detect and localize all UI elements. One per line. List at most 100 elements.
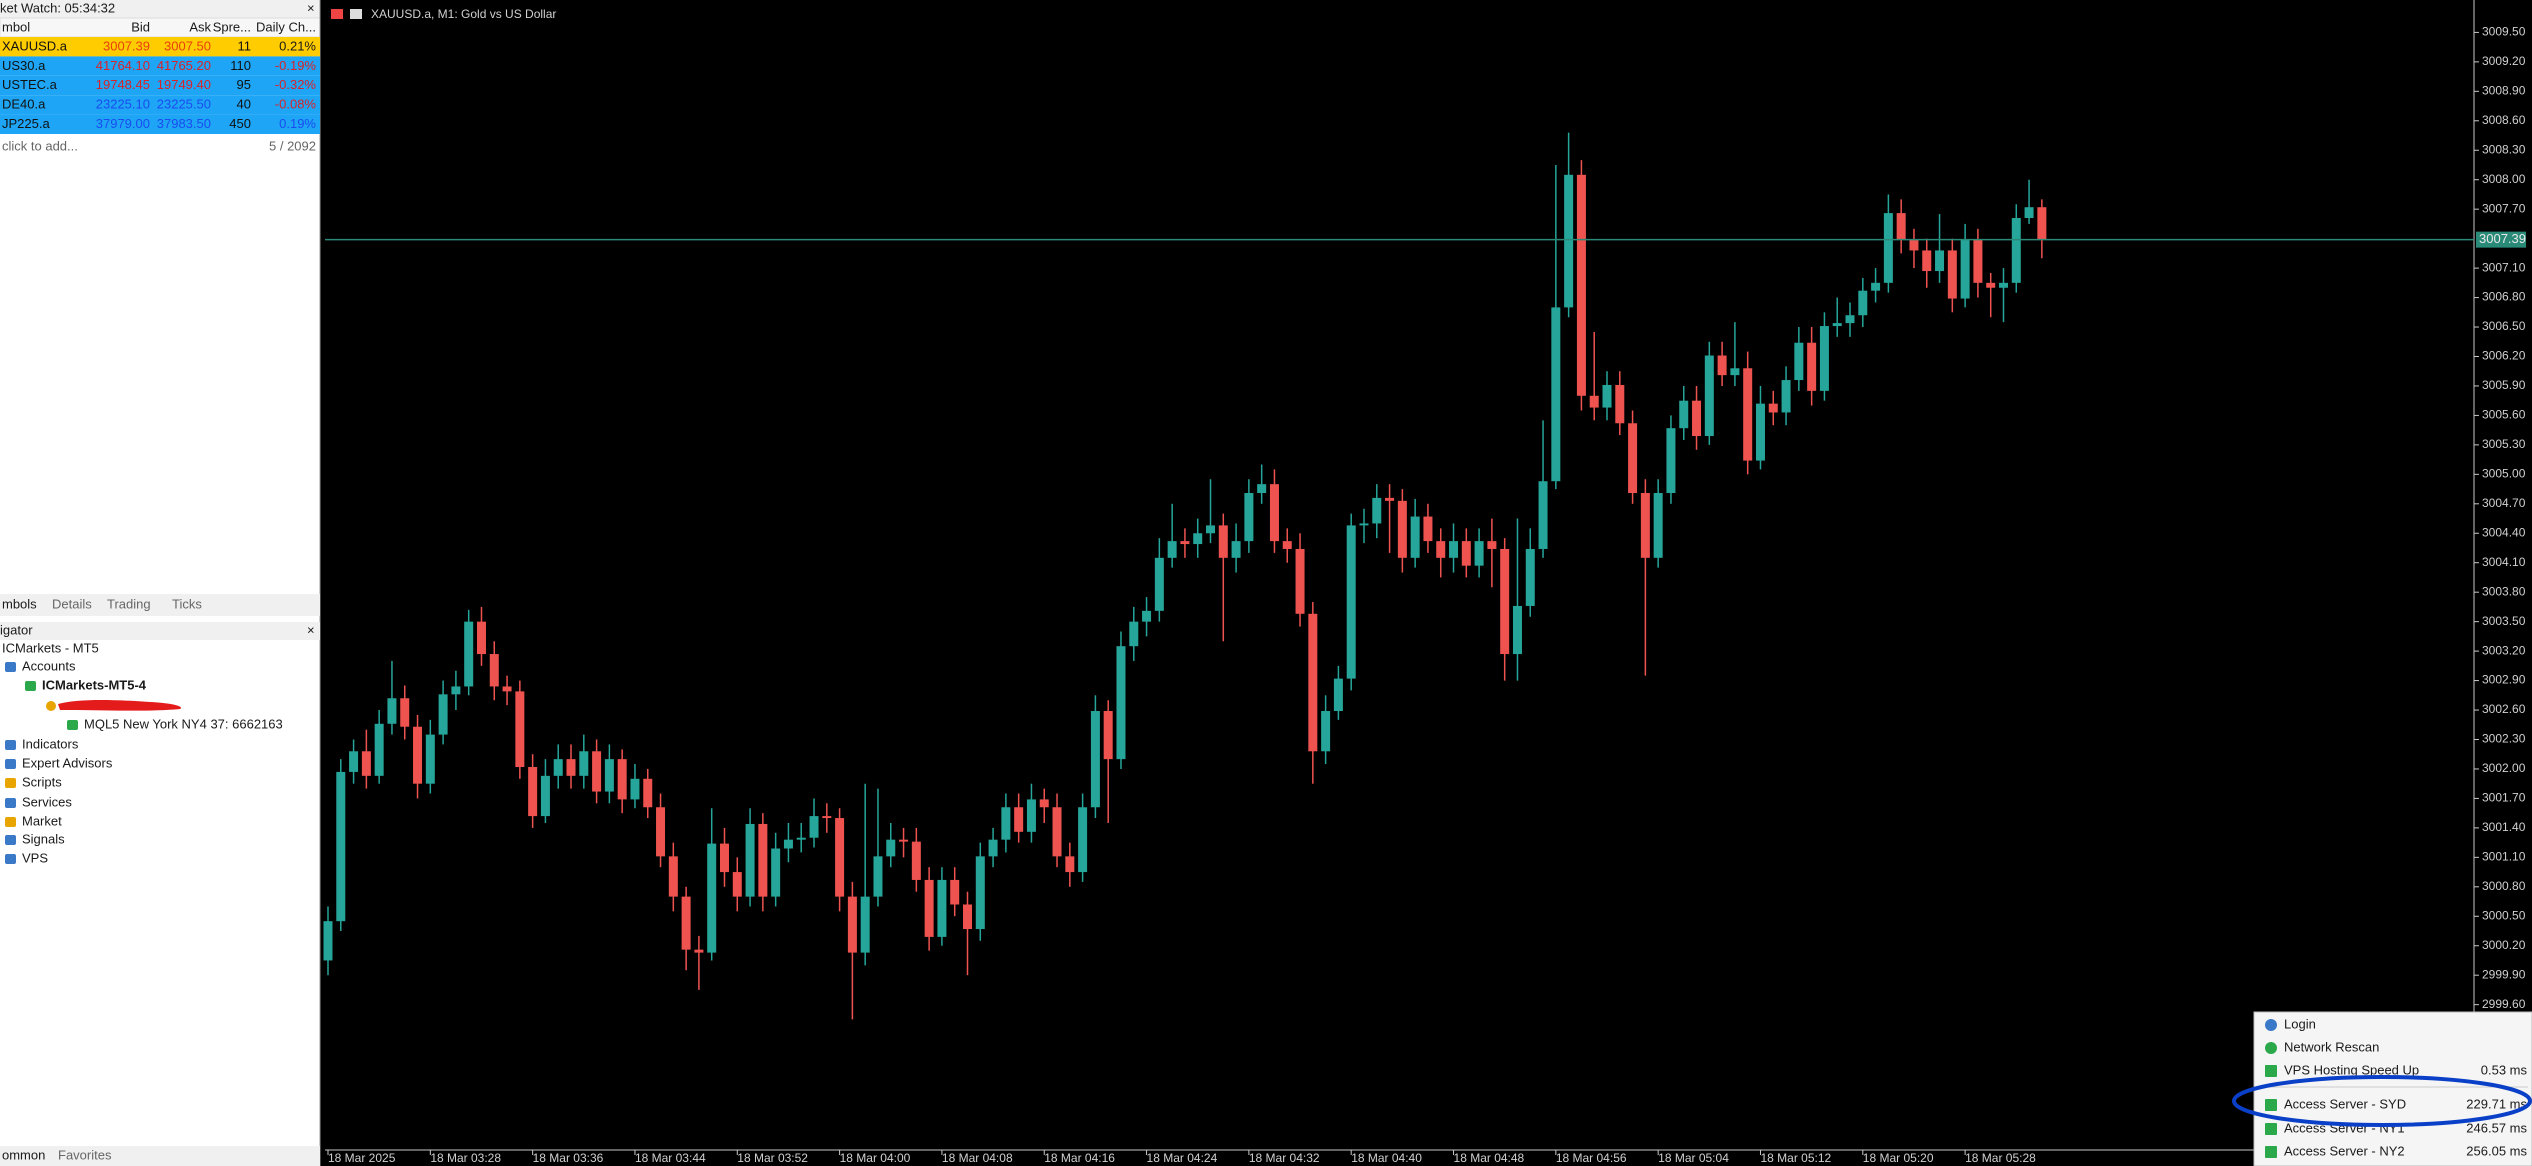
y-tick-label: 3009.20 (2482, 54, 2526, 68)
candle-body (1154, 557, 1164, 611)
candle-body (1807, 342, 1817, 391)
candle-body (860, 896, 870, 953)
nav-item[interactable]: Market (22, 813, 62, 828)
bid-label-bg (2476, 231, 2526, 248)
candle-body (771, 848, 781, 897)
candle-body (1871, 282, 1881, 291)
candle-body (1090, 711, 1100, 808)
menu-item[interactable]: Access Server - NY2 (2284, 1143, 2405, 1158)
candle-body (796, 837, 806, 840)
candle-body (515, 691, 525, 767)
candle-body (1333, 678, 1343, 712)
chart-icon (350, 9, 362, 19)
cell: 40 (237, 97, 251, 112)
candle-body (873, 856, 883, 897)
candle-body (1039, 799, 1049, 808)
nav-item[interactable]: Accounts (22, 658, 76, 673)
candle-body (566, 759, 576, 776)
candle-body (1973, 239, 1983, 283)
nav-icon (5, 854, 16, 864)
candle-body (1538, 481, 1548, 549)
x-tick-label: 18 Mar 04:48 (1454, 1151, 1525, 1165)
menu-icon (2265, 1019, 2277, 1031)
symbol[interactable]: USTEC.a (2, 77, 58, 92)
candle-body (1883, 213, 1893, 283)
candle-body (476, 621, 486, 655)
candle-body (630, 778, 640, 800)
candle-body (1500, 548, 1510, 655)
candle-body (1551, 307, 1561, 482)
y-tick-label: 3008.30 (2482, 142, 2526, 156)
tab[interactable]: Favorites (58, 1147, 112, 1162)
nav-item[interactable]: Indicators (22, 736, 79, 751)
menu-ping: 0.53 ms (2481, 1062, 2528, 1077)
menu-item[interactable]: Login (2284, 1016, 2316, 1031)
nav-item[interactable]: VPS (22, 850, 48, 865)
candle-body (835, 818, 845, 897)
cell: -0.08% (275, 97, 317, 112)
candle-body (668, 856, 678, 897)
candle-body (361, 751, 371, 776)
symbol[interactable]: XAUUSD.a (2, 38, 68, 53)
candle-body (1014, 807, 1024, 832)
close-icon[interactable]: × (307, 0, 315, 15)
tab[interactable]: Details (52, 596, 92, 611)
candle-body (822, 816, 832, 819)
symbol[interactable]: US30.a (2, 58, 46, 73)
nav-icon (5, 778, 16, 788)
candle-body (1755, 403, 1765, 461)
candle-body (911, 841, 921, 880)
nav-icon (5, 835, 16, 845)
y-tick-label: 3002.00 (2482, 761, 2526, 775)
candle-body (1436, 541, 1446, 558)
symbol[interactable]: DE40.a (2, 97, 46, 112)
tab[interactable]: mbols (2, 596, 37, 611)
nav-item[interactable]: Expert Advisors (22, 755, 113, 770)
candle-body (1180, 541, 1190, 545)
y-tick-label: 3003.50 (2482, 614, 2526, 628)
column-header: Bid (131, 19, 150, 34)
tab[interactable]: ommon (2, 1147, 45, 1162)
y-tick-label: 3000.20 (2482, 938, 2526, 952)
y-tick-label: 3002.30 (2482, 732, 2526, 746)
candle-body (1935, 250, 1945, 272)
nav-item[interactable]: ICMarkets - MT5 (2, 640, 99, 655)
menu-item[interactable]: Network Rescan (2284, 1039, 2379, 1054)
candle-body (1308, 613, 1318, 752)
nav-item[interactable]: Signals (22, 831, 65, 846)
column-header: mbol (2, 19, 30, 34)
cell: 23225.50 (157, 97, 211, 112)
add-symbol[interactable]: click to add... (2, 138, 78, 153)
candle-body (1103, 711, 1113, 760)
tab[interactable]: Ticks (172, 596, 202, 611)
close-icon[interactable]: × (307, 622, 315, 637)
x-tick-label: 18 Mar 04:08 (942, 1151, 1013, 1165)
y-tick-label: 3003.20 (2482, 643, 2526, 657)
candle-body (1666, 428, 1676, 493)
candle-body (707, 843, 717, 953)
cell: 450 (229, 116, 251, 131)
menu-icon (2265, 1065, 2277, 1077)
nav-item[interactable]: MQL5 New York NY4 37: 6662163 (84, 716, 283, 731)
column-header: Daily Ch... (256, 19, 316, 34)
cell: 23225.10 (96, 97, 150, 112)
candle-body (464, 621, 474, 687)
nav-item[interactable]: Scripts (22, 774, 62, 789)
cell: 110 (230, 58, 251, 73)
nav-icon (5, 759, 16, 769)
candle-body (1704, 355, 1714, 437)
nav-item[interactable]: Services (22, 794, 72, 809)
candle-body (1896, 213, 1906, 240)
candle-body (1078, 807, 1088, 873)
cell: 0.21% (279, 38, 316, 53)
symbol[interactable]: JP225.a (2, 116, 50, 131)
candle-body (1231, 541, 1241, 558)
candle-body (1321, 711, 1331, 752)
left-panel (0, 0, 320, 1166)
candle-body (592, 751, 602, 792)
tab[interactable]: Trading (107, 596, 151, 611)
nav-icon (5, 662, 16, 672)
menu-item[interactable]: VPS Hosting Speed Up (2284, 1062, 2419, 1077)
menu-item[interactable]: Access Server - SYD (2284, 1096, 2406, 1111)
nav-item[interactable]: ICMarkets-MT5-4 (42, 677, 147, 692)
